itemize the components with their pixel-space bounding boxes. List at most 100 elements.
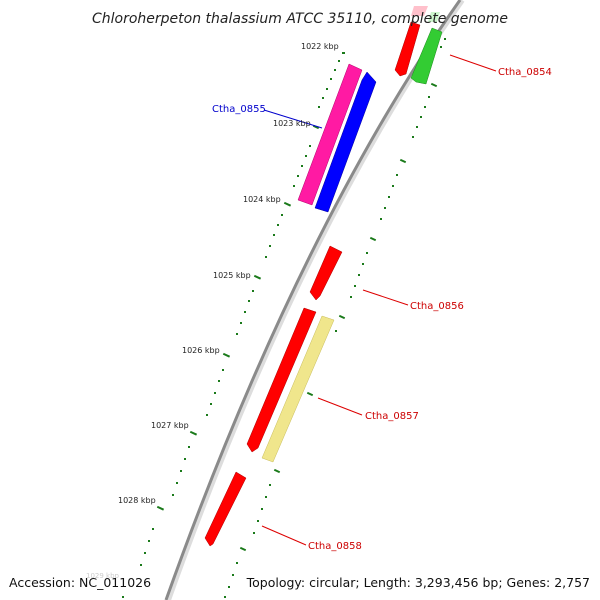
- tick-label: 1027 kbp: [151, 421, 189, 430]
- tick-dot: [232, 574, 234, 576]
- tick-dot: [244, 311, 246, 313]
- gene-feature-ctha-0858: [204, 471, 247, 547]
- tick-dot: [236, 562, 238, 564]
- tick-dot: [228, 586, 230, 588]
- tick-label: 1028 kbp: [118, 496, 156, 505]
- tick-dot: [218, 380, 220, 382]
- gene-feature-ctha-0854-red: [394, 21, 421, 77]
- tick-dot: [338, 314, 346, 320]
- tick-dot: [330, 78, 332, 80]
- tick-dot: [380, 218, 382, 220]
- tick-dot: [172, 494, 174, 496]
- tick-dot: [334, 69, 336, 71]
- tick-dot: [369, 236, 377, 242]
- tick-dot: [322, 97, 324, 99]
- gene-feature-ctha-0854-green: [410, 27, 443, 85]
- tick-dot: [424, 106, 426, 108]
- tick-dot: [253, 532, 255, 534]
- tick-dot: [224, 596, 226, 598]
- tick-dot: [342, 52, 345, 54]
- gene-label-ctha-0856[interactable]: Ctha_0856: [410, 301, 464, 312]
- tick-dot: [152, 528, 154, 530]
- tick-dot: [253, 274, 262, 280]
- tick-dot: [222, 352, 231, 358]
- tick-dot: [283, 201, 292, 207]
- genome-backbone: [164, 0, 462, 600]
- gene-feature-ctha-0855-magenta: [297, 63, 363, 206]
- tick-dot: [240, 322, 242, 324]
- gene-label-ctha-0855[interactable]: Ctha_0855: [212, 104, 266, 115]
- gene-feature-ctha-0856: [309, 245, 343, 301]
- tick-dot: [301, 165, 303, 167]
- tick-dot: [180, 470, 182, 472]
- tick-dot: [399, 158, 407, 164]
- accession-text: Accession: NC_011026: [9, 575, 151, 590]
- tick-dot: [239, 546, 247, 552]
- leader-line-ctha-0857: [317, 397, 363, 416]
- tick-dot: [305, 155, 307, 157]
- gene-feature-red-long: [246, 307, 317, 453]
- tick-dot: [148, 540, 150, 542]
- tick-dot: [222, 369, 224, 371]
- gene-label-ctha-0854[interactable]: Ctha_0854: [498, 67, 552, 78]
- tick-dot: [420, 116, 422, 118]
- tick-dot: [306, 391, 314, 397]
- tick-dot: [252, 290, 254, 292]
- tick-dot: [350, 296, 352, 298]
- tick-dot: [189, 430, 198, 436]
- tick-label: 1023 kbp: [273, 119, 311, 128]
- tick-dot: [214, 392, 216, 394]
- tick-dot: [388, 196, 390, 198]
- gene-label-ctha-0858[interactable]: Ctha_0858: [308, 541, 362, 552]
- tick-dot: [358, 274, 360, 276]
- tick-dot: [384, 207, 386, 209]
- tick-dot: [412, 136, 414, 138]
- tick-dot: [428, 96, 430, 98]
- tick-dot: [273, 234, 275, 236]
- tick-dot: [176, 482, 178, 484]
- tick-dot: [309, 145, 311, 147]
- tick-dot: [144, 552, 146, 554]
- tick-dot: [366, 252, 368, 254]
- tick-label: 1024 kbp: [243, 195, 281, 204]
- leader-line-ctha-0854: [449, 54, 497, 72]
- tick-label-faded: 1029 kbp: [86, 572, 120, 580]
- outer-tick-track: [122, 52, 345, 598]
- genome-summary-text: Topology: circular; Length: 3,293,456 bp…: [246, 575, 590, 590]
- map-title: Chloroherpeton thalassium ATCC 35110, co…: [92, 11, 508, 27]
- tick-dot: [444, 38, 446, 40]
- inner-tick-track: [224, 38, 446, 598]
- tick-dot: [430, 82, 438, 88]
- tick-dot: [416, 126, 418, 128]
- tick-dot: [297, 175, 299, 177]
- leader-line-ctha-0858: [261, 525, 307, 546]
- genome-backbone-shadow: [165, 0, 465, 600]
- tick-dot: [257, 520, 259, 522]
- tick-dot: [210, 403, 212, 405]
- tick-dot: [338, 60, 340, 62]
- tick-dot: [281, 214, 283, 216]
- tick-dot: [206, 414, 208, 416]
- gene-feature-faded-pink: [411, 6, 428, 16]
- tick-dot: [156, 505, 165, 511]
- gene-feature-green-ghost: [428, 12, 440, 22]
- tick-dot: [265, 496, 267, 498]
- tick-dot: [140, 564, 142, 566]
- tick-dot: [269, 245, 271, 247]
- leader-line-ctha-0856: [362, 289, 409, 306]
- tick-dot: [273, 468, 281, 474]
- gene-feature-ctha-0855-blue: [314, 71, 377, 213]
- tick-dot: [440, 46, 442, 48]
- tick-dot: [277, 224, 279, 226]
- tick-dot: [265, 256, 267, 258]
- tick-dot: [326, 88, 328, 90]
- gene-label-ctha-0857[interactable]: Ctha_0857: [365, 411, 419, 422]
- gene-feature-ctha-0857-yellow: [261, 315, 335, 463]
- tick-dot: [184, 458, 186, 460]
- tick-dot: [392, 185, 394, 187]
- tick-dot: [261, 508, 263, 510]
- tick-dot: [188, 446, 190, 448]
- leader-line-ctha-0855: [263, 109, 323, 129]
